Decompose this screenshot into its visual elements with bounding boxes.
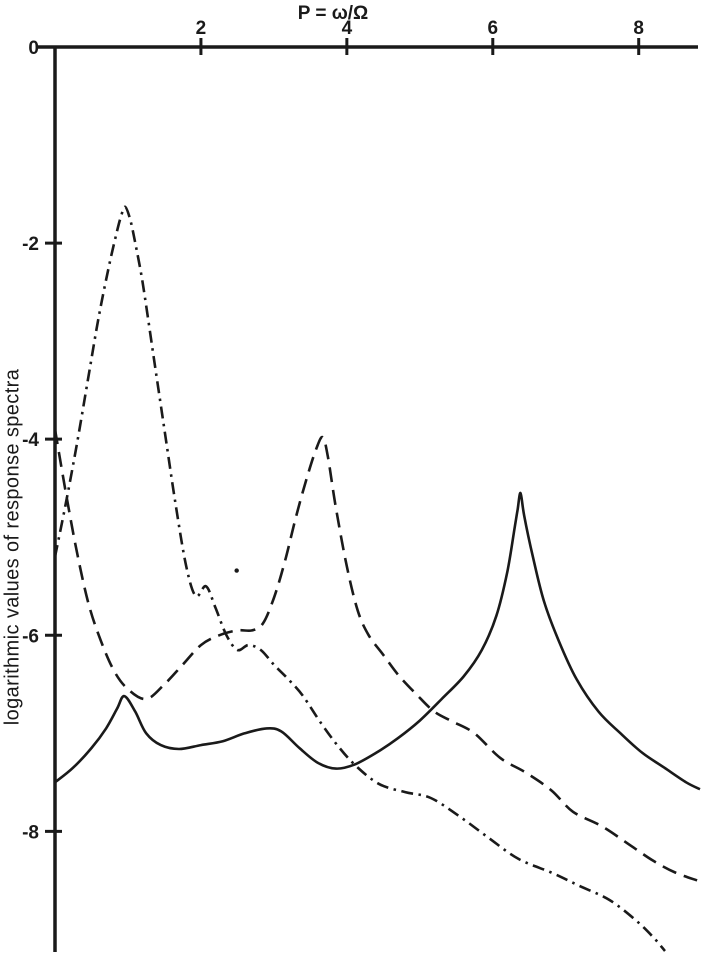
stray-dot [234, 568, 239, 573]
y-tick-label: -4 [22, 430, 39, 451]
y-tick-label: -2 [22, 234, 39, 255]
solid-curve [54, 491, 701, 791]
x-axis-title: P = ω/Ω [297, 3, 369, 24]
dash-dot-curve [53, 205, 666, 952]
x-tick-label: 6 [487, 18, 498, 39]
y-tick-label: -8 [22, 822, 39, 843]
x-tick-label: 8 [633, 18, 644, 39]
x-tick-label: 2 [196, 18, 207, 39]
y-tick-label: -6 [22, 626, 39, 647]
origin-tick-label: 0 [28, 38, 39, 59]
x-tick-label: 4 [342, 18, 353, 39]
dashed-curve [53, 429, 698, 882]
